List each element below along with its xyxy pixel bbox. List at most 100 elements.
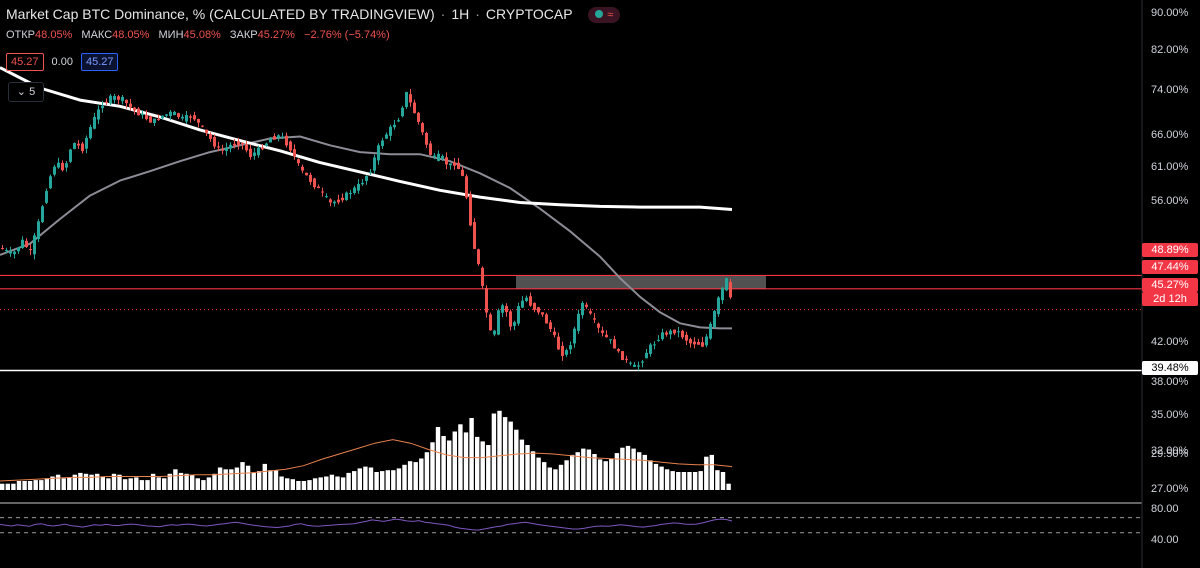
candle-up	[401, 107, 404, 117]
candle-down	[297, 159, 300, 164]
volume-bar	[195, 478, 200, 490]
candle-down	[601, 330, 604, 333]
candle-up	[277, 135, 280, 138]
candle-down	[321, 191, 324, 193]
candle-down	[445, 157, 448, 165]
candle-down	[729, 282, 732, 298]
candle-down	[509, 311, 512, 327]
volume-bar	[312, 478, 318, 490]
candle-up	[389, 126, 392, 136]
zone-bottom-badge: 47.44%	[1142, 260, 1198, 274]
volume-bar	[664, 469, 670, 490]
candle-down	[421, 123, 424, 133]
candle-up	[661, 332, 664, 340]
collapse-indicators-button[interactable]: ⌄ 5	[8, 82, 44, 102]
candle-up	[85, 137, 88, 149]
candle-up	[609, 339, 612, 341]
volume-bar	[715, 470, 720, 490]
volume-bar	[262, 463, 267, 490]
candle-down	[213, 137, 216, 147]
volume-bar	[173, 469, 178, 490]
candle-down	[481, 267, 484, 286]
candle-down	[469, 194, 472, 226]
candle-up	[365, 175, 368, 181]
volume-bar	[603, 461, 608, 490]
candle-up	[437, 153, 440, 161]
candle-down	[541, 312, 544, 315]
volume-bar	[217, 467, 223, 490]
volume-bar	[55, 474, 61, 490]
zone-top-badge: 48.89%	[1142, 243, 1198, 257]
axis-tick: 32.00%	[1151, 445, 1189, 457]
value-box-blue[interactable]: 45.27	[80, 53, 119, 71]
volume-bar	[391, 470, 396, 490]
moving-average-slow	[0, 66, 733, 211]
volume-bar	[676, 472, 681, 490]
volume-bar	[413, 462, 418, 490]
volume-bar	[150, 473, 156, 490]
candle-down	[593, 318, 596, 320]
volume-bar	[329, 474, 335, 490]
volume-bar	[581, 448, 586, 490]
candle-down	[413, 102, 416, 114]
candle-down	[557, 336, 560, 350]
candle-down	[585, 304, 588, 307]
volume-bar	[720, 472, 726, 490]
volume-bar	[692, 472, 698, 490]
candle-down	[473, 222, 476, 249]
candle-up	[161, 115, 164, 119]
volume-bar	[44, 478, 50, 490]
volume-bar	[190, 474, 195, 490]
volume-bar	[156, 477, 161, 490]
candle-down	[529, 296, 532, 306]
volume-bar	[301, 481, 307, 490]
candle-down	[249, 148, 252, 157]
candle-up	[669, 330, 672, 335]
candle-down	[301, 166, 304, 171]
candle-down	[617, 349, 620, 352]
axis-tick: 90.00%	[1151, 7, 1189, 19]
candle-down	[317, 186, 320, 189]
candle-up	[5, 250, 8, 252]
volume-bar	[134, 477, 139, 490]
candle-down	[477, 249, 480, 265]
candle-up	[253, 152, 256, 156]
high-value: 48.05%	[112, 29, 150, 41]
countdown-badge: 2d 12h	[1142, 292, 1198, 306]
candle-up	[497, 310, 500, 335]
candle-up	[565, 350, 568, 355]
indicator-status-pill[interactable]: ≈	[588, 7, 621, 24]
candle-up	[713, 310, 716, 328]
candle-up	[645, 352, 648, 359]
candle-up	[397, 120, 400, 122]
candle-up	[513, 322, 516, 326]
resistance-zone	[516, 275, 766, 289]
volume-bar	[268, 470, 273, 490]
volume-bar	[50, 476, 55, 490]
volume-bar	[273, 470, 279, 490]
candle-down	[309, 174, 312, 182]
candle-up	[501, 305, 504, 313]
volume-bar	[475, 436, 480, 490]
chart-interval[interactable]: 1H	[451, 6, 470, 22]
candle-down	[693, 341, 696, 345]
candle-down	[701, 342, 704, 347]
candle-up	[577, 313, 580, 331]
volume-bar	[279, 476, 284, 490]
candle-down	[285, 135, 288, 146]
volume-bar	[726, 483, 731, 490]
candle-down	[697, 342, 700, 345]
volume-bar	[385, 470, 390, 490]
value-box-red[interactable]: 45.27	[6, 53, 44, 71]
volume-bar	[27, 481, 33, 490]
volume-bar	[653, 463, 659, 490]
volume-bar	[67, 477, 72, 490]
candle-down	[221, 149, 224, 151]
candle-down	[545, 314, 548, 324]
candle-up	[717, 297, 720, 315]
candle-up	[165, 114, 168, 116]
rsi-axis-tick: 40.00	[1151, 534, 1179, 546]
volume-bar	[16, 481, 22, 490]
candle-up	[41, 206, 44, 223]
